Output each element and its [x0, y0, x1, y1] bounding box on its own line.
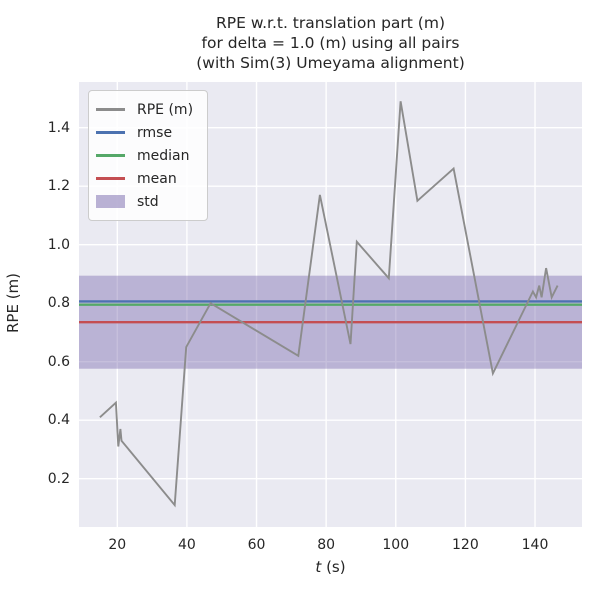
y-tick-label: 1.0	[47, 236, 70, 253]
legend-label: rmse	[137, 124, 173, 141]
legend-item: median	[96, 144, 193, 167]
legend-item: mean	[96, 167, 193, 190]
x-axis-label-symbol: t	[315, 558, 322, 576]
legend-label: RPE (m)	[137, 101, 194, 118]
legend-item: RPE (m)	[96, 98, 193, 121]
x-tick-label: 100	[382, 537, 410, 553]
x-axis-label: t (s)	[79, 558, 582, 576]
legend: RPE (m) rmse median mean std	[88, 90, 209, 221]
x-tick-label: 140	[521, 537, 549, 553]
chart-title: RPE w.r.t. translation part (m) for delt…	[79, 13, 582, 73]
y-tick-label: 0.6	[47, 353, 70, 370]
x-tick-label: 80	[317, 537, 336, 553]
legend-line-swatch	[96, 131, 125, 134]
legend-label: mean	[137, 170, 177, 187]
y-tick-label: 0.4	[47, 412, 70, 429]
legend-label: median	[137, 147, 190, 164]
legend-line-swatch	[96, 177, 125, 180]
legend-item: std	[96, 190, 193, 213]
legend-patch-swatch	[96, 195, 125, 208]
y-tick-label: 1.4	[47, 119, 70, 136]
legend-label: std	[137, 193, 159, 210]
rpe-line	[99, 101, 559, 508]
y-tick-label: 1.2	[47, 178, 70, 195]
x-tick-label: 60	[247, 537, 266, 553]
chart-title-line1: RPE w.r.t. translation part (m)	[215, 14, 445, 32]
legend-item: rmse	[96, 121, 193, 144]
y-tick-label: 0.2	[47, 470, 70, 487]
x-tick-label: 40	[177, 537, 196, 553]
chart-title-line3: (with Sim(3) Umeyama alignment)	[196, 54, 465, 72]
x-tick-label: 120	[452, 537, 479, 553]
x-axis-label-unit: (s)	[321, 558, 346, 576]
legend-line-swatch	[96, 108, 125, 111]
legend-line-swatch	[96, 154, 125, 157]
x-tick-label: 20	[108, 537, 127, 553]
chart-title-line2: for delta = 1.0 (m) using all pairs	[201, 34, 460, 52]
y-tick-label: 0.8	[47, 295, 70, 312]
